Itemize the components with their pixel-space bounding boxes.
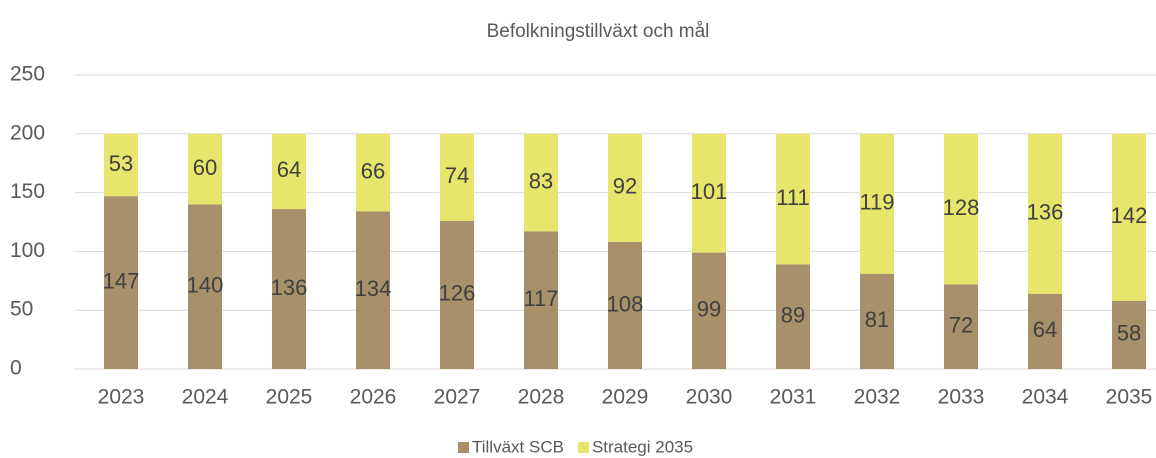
y-tick-label: 0 (10, 357, 22, 380)
data-label: 64 (1033, 317, 1057, 342)
data-label: 92 (613, 174, 637, 199)
bar-segment (524, 133, 558, 232)
data-label: 81 (865, 307, 889, 332)
y-tick-label: 150 (10, 180, 45, 203)
bar-segment (104, 133, 138, 197)
x-tick-label: 2026 (350, 386, 397, 409)
data-label: 142 (1111, 203, 1148, 228)
legend-label: Tillväxt SCB (472, 437, 564, 456)
bar-segment (692, 252, 726, 369)
x-tick-label: 2030 (686, 386, 733, 409)
bar-segment (356, 211, 390, 369)
x-tick-label: 2028 (518, 386, 565, 409)
y-tick-label: 50 (10, 298, 33, 321)
x-tick-label: 2024 (182, 386, 229, 409)
data-label: 111 (776, 185, 809, 210)
data-label: 134 (355, 276, 392, 301)
y-tick-label: 200 (10, 121, 45, 144)
data-label: 128 (943, 195, 980, 220)
bar-segment (272, 209, 306, 369)
x-tick-label: 2034 (1022, 386, 1069, 409)
bar-segment (944, 133, 978, 285)
data-label: 74 (445, 163, 469, 188)
bar-segment (608, 133, 642, 242)
x-tick-label: 2025 (266, 386, 313, 409)
data-label: 72 (949, 312, 973, 337)
data-label: 53 (109, 151, 133, 176)
data-label: 117 (523, 286, 558, 311)
bar-segment (860, 133, 894, 274)
x-tick-label: 2031 (770, 386, 817, 409)
data-label: 89 (781, 302, 805, 327)
data-label: 108 (607, 291, 644, 316)
y-tick-label: 100 (10, 239, 45, 262)
x-tick-label: 2033 (938, 386, 985, 409)
bar-segment (440, 220, 474, 369)
legend-swatch (577, 442, 589, 453)
x-tick-label: 2023 (98, 386, 145, 409)
data-label: 66 (361, 158, 385, 183)
data-label: 101 (691, 179, 728, 204)
chart-title: Befolkningstillväxt och mål (487, 21, 710, 42)
bar-segment (188, 133, 222, 205)
bar-segment (692, 133, 726, 253)
data-label: 119 (859, 190, 894, 215)
legend-swatch (458, 442, 469, 453)
bar-segment (356, 133, 390, 212)
bar-segment (272, 133, 306, 210)
bar-segment (776, 264, 810, 369)
x-tick-label: 2035 (1106, 386, 1153, 409)
x-tick-label: 2032 (854, 386, 901, 409)
bar-segment (440, 133, 474, 221)
bar-segment (524, 231, 558, 369)
data-label: 147 (103, 268, 140, 293)
data-label: 136 (271, 275, 308, 300)
bar-segment (1112, 133, 1146, 301)
data-label: 140 (187, 272, 224, 297)
x-tick-label: 2029 (602, 386, 649, 409)
data-label: 64 (277, 157, 301, 182)
bar-segment (860, 273, 894, 369)
data-label: 83 (529, 168, 553, 193)
bar-segment (1028, 133, 1062, 294)
bar-segment (608, 241, 642, 369)
bar-segment (776, 133, 810, 265)
bar-segment (1112, 300, 1146, 369)
data-label: 60 (193, 155, 217, 180)
data-label: 136 (1027, 200, 1064, 225)
bar-segment (1028, 293, 1062, 369)
data-label: 58 (1117, 321, 1141, 346)
data-label: 99 (697, 297, 721, 322)
bar-segment (104, 196, 138, 369)
y-tick-label: 250 (10, 63, 45, 86)
x-tick-label: 2027 (434, 386, 481, 409)
data-label: 126 (439, 281, 476, 306)
legend-label: Strategi 2035 (592, 437, 693, 456)
bar-segment (188, 204, 222, 369)
bar-segment (944, 284, 978, 369)
